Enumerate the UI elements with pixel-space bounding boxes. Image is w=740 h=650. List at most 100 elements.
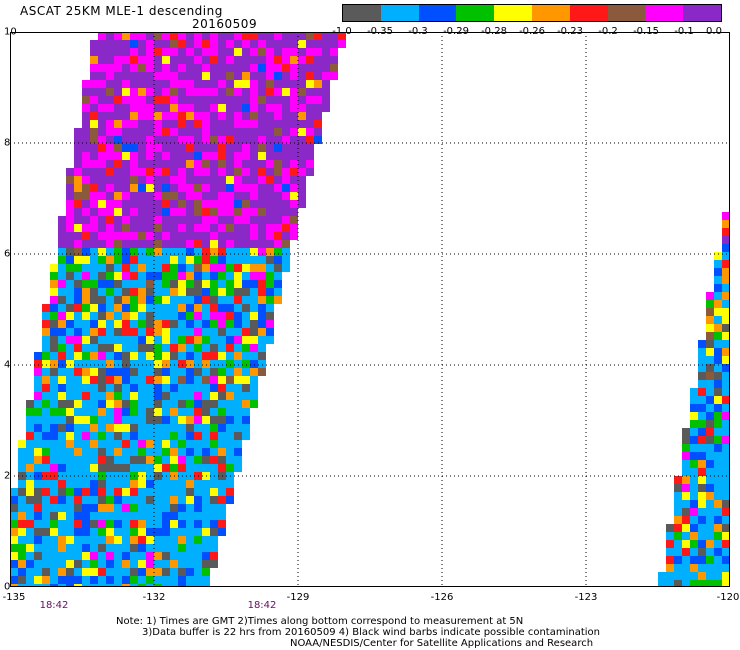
wind-cell xyxy=(714,564,722,572)
wind-cell xyxy=(714,428,722,436)
wind-cell xyxy=(50,464,58,472)
wind-cell xyxy=(122,464,130,472)
wind-cell xyxy=(66,360,74,368)
wind-cell xyxy=(74,232,82,240)
wind-cell xyxy=(186,32,194,40)
wind-cell xyxy=(698,580,706,587)
wind-cell xyxy=(114,320,122,328)
wind-cell xyxy=(66,520,74,528)
wind-cell xyxy=(234,328,242,336)
wind-cell xyxy=(66,568,74,576)
wind-cell xyxy=(130,56,138,64)
wind-cell xyxy=(722,396,730,404)
wind-cell xyxy=(162,512,170,520)
wind-cell xyxy=(242,320,250,328)
wind-cell xyxy=(194,512,202,520)
wind-cell xyxy=(122,392,130,400)
wind-cell xyxy=(186,360,194,368)
wind-cell xyxy=(90,408,98,416)
wind-cell xyxy=(162,488,170,496)
wind-cell xyxy=(178,176,186,184)
wind-cell xyxy=(58,512,66,520)
wind-cell xyxy=(282,56,290,64)
wind-cell xyxy=(202,552,210,560)
wind-cell xyxy=(202,72,210,80)
wind-cell xyxy=(114,192,122,200)
wind-cell xyxy=(298,96,306,104)
wind-cell xyxy=(194,128,202,136)
wind-cell xyxy=(82,568,90,576)
wind-cell xyxy=(274,128,282,136)
wind-cell xyxy=(162,80,170,88)
wind-cell xyxy=(42,488,50,496)
wind-cell xyxy=(186,392,194,400)
wind-cell xyxy=(282,40,290,48)
wind-cell xyxy=(114,440,122,448)
wind-cell xyxy=(146,256,154,264)
wind-cell xyxy=(722,284,730,292)
wind-cell xyxy=(306,168,314,176)
wind-cell xyxy=(130,488,138,496)
wind-cell xyxy=(58,376,66,384)
wind-cell xyxy=(98,512,106,520)
wind-cell xyxy=(138,96,146,104)
wind-cell xyxy=(210,320,218,328)
wind-cell xyxy=(218,96,226,104)
wind-cell xyxy=(146,104,154,112)
wind-cell xyxy=(274,224,282,232)
wind-cell xyxy=(50,448,58,456)
wind-cell xyxy=(282,144,290,152)
wind-cell xyxy=(162,232,170,240)
wind-cell xyxy=(114,32,122,40)
wind-cell xyxy=(186,512,194,520)
wind-cell xyxy=(210,208,218,216)
wind-cell xyxy=(290,144,298,152)
wind-cell xyxy=(130,336,138,344)
wind-cell xyxy=(50,408,58,416)
wind-cell xyxy=(170,384,178,392)
wind-cell xyxy=(138,152,146,160)
wind-cell xyxy=(226,320,234,328)
wind-cell xyxy=(290,104,298,112)
wind-cell xyxy=(138,392,146,400)
wind-cell xyxy=(26,536,34,544)
wind-cell xyxy=(106,488,114,496)
wind-cell xyxy=(66,240,74,248)
wind-cell xyxy=(234,64,242,72)
wind-cell xyxy=(242,96,250,104)
wind-cell xyxy=(274,200,282,208)
wind-cell xyxy=(66,496,74,504)
wind-cell xyxy=(186,384,194,392)
wind-cell xyxy=(146,160,154,168)
wind-cell xyxy=(218,112,226,120)
wind-cell xyxy=(186,128,194,136)
wind-cell xyxy=(722,268,730,276)
wind-cell xyxy=(106,504,114,512)
wind-cell xyxy=(194,400,202,408)
wind-cell xyxy=(98,224,106,232)
wind-cell xyxy=(250,288,258,296)
wind-cell xyxy=(130,240,138,248)
wind-cell xyxy=(42,528,50,536)
wind-cell xyxy=(58,288,66,296)
colorbar-label: 0.0 xyxy=(706,26,722,37)
wind-cell xyxy=(146,368,154,376)
wind-cell xyxy=(66,168,74,176)
wind-cell xyxy=(226,112,234,120)
wind-cell xyxy=(26,488,34,496)
wind-cell xyxy=(58,536,66,544)
wind-cell xyxy=(210,64,218,72)
wind-cell xyxy=(82,232,90,240)
wind-cell xyxy=(114,376,122,384)
wind-cell xyxy=(178,272,186,280)
wind-cell xyxy=(130,296,138,304)
wind-cell xyxy=(250,152,258,160)
wind-cell xyxy=(114,432,122,440)
wind-cell xyxy=(218,416,226,424)
wind-cell xyxy=(674,508,682,516)
wind-cell xyxy=(266,48,274,56)
wind-cell xyxy=(154,344,162,352)
wind-cell xyxy=(162,160,170,168)
wind-cell xyxy=(250,248,258,256)
wind-cell xyxy=(722,364,730,372)
